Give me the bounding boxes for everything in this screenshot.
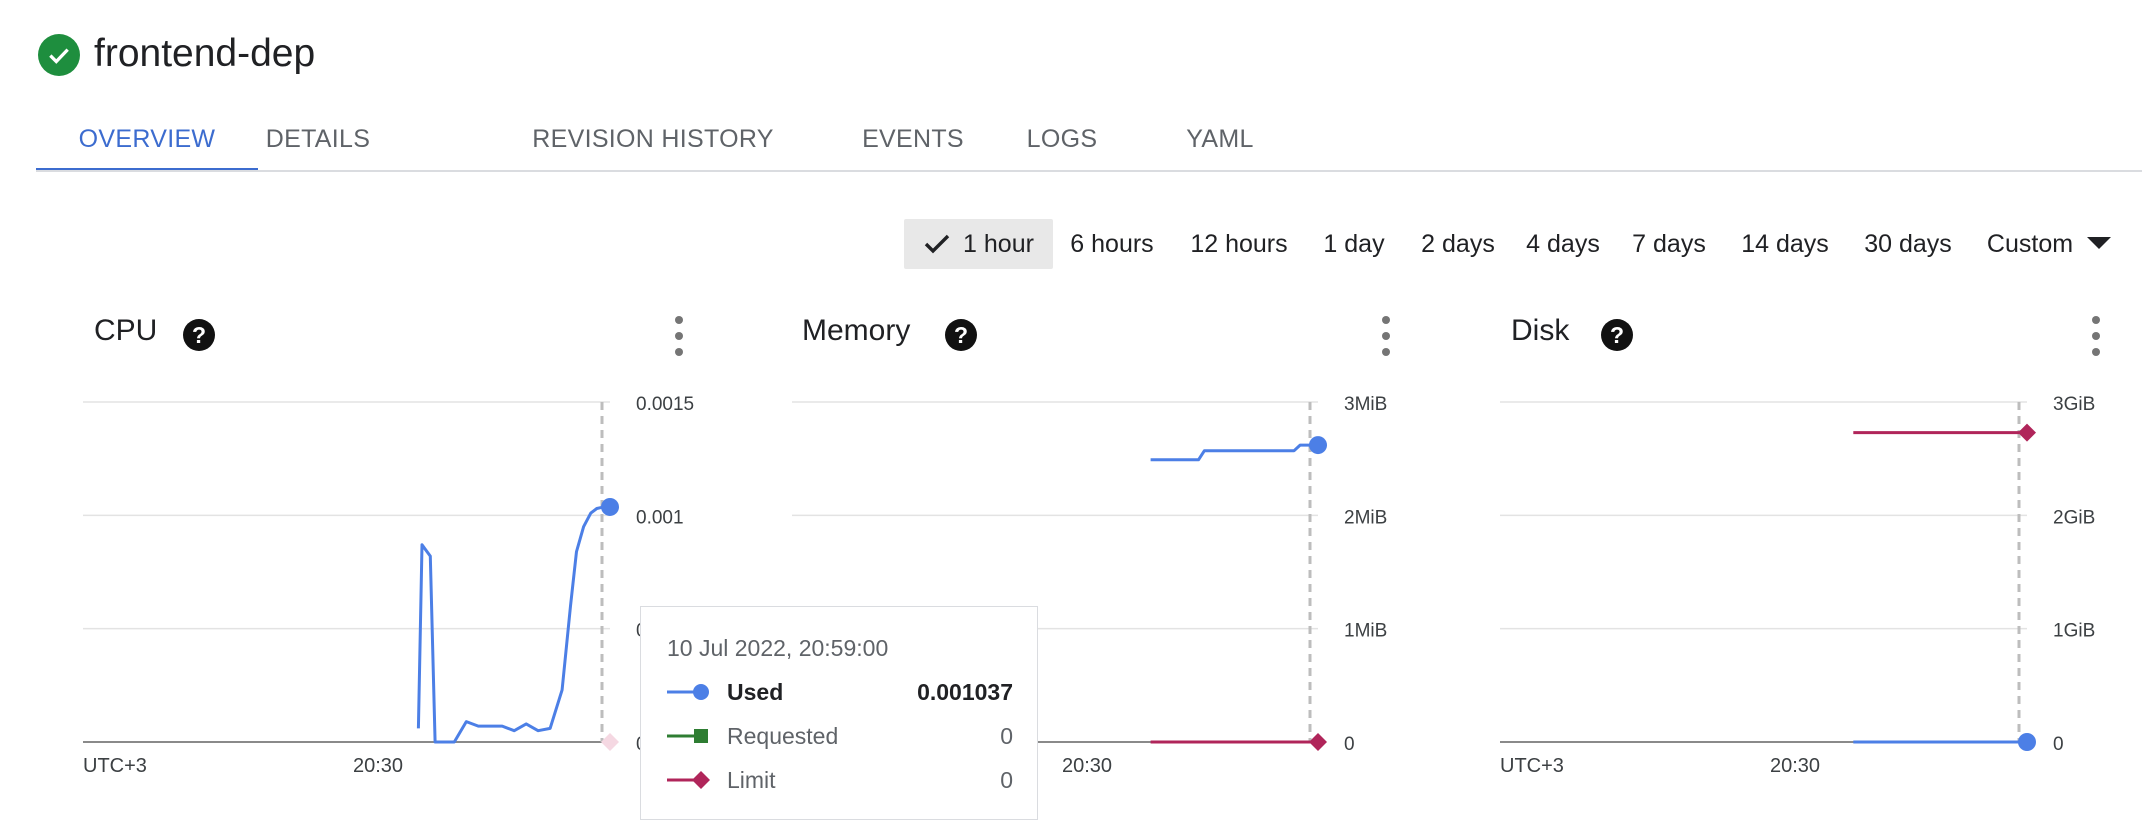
range-label: 1 day <box>1323 229 1385 258</box>
disk-x-tick-label: UTC+3 <box>1500 755 1564 777</box>
tab-logs-label: LOGS <box>1026 124 1098 153</box>
disk-x-tick-label: 20:30 <box>1770 755 1820 777</box>
disk-more-menu-icon[interactable] <box>2086 316 2106 356</box>
disk-y-tick-label: 1GiB <box>2053 621 2095 642</box>
disk-y-tick-label: 0 <box>2053 734 2064 755</box>
cpu-series-used-line <box>416 505 611 744</box>
range-1-day[interactable]: 1 day <box>1312 219 1396 269</box>
tooltip-used-label: Used <box>727 678 784 705</box>
tooltip-limit-label: Limit <box>727 766 776 793</box>
tab-overview[interactable]: OVERVIEW <box>36 108 258 172</box>
cpu-panel-title: CPU <box>94 314 158 347</box>
tab-yaml[interactable]: YAML <box>1154 108 1286 170</box>
cpu-x-tick-label: 20:30 <box>353 755 403 777</box>
disk-series-limit-point <box>2018 423 2036 442</box>
memory-help-icon[interactable]: ? <box>945 319 977 351</box>
range-label: 1 hour <box>963 229 1034 258</box>
memory-more-menu-icon[interactable] <box>1376 316 1396 356</box>
disk-panel-title: Disk <box>1511 314 1570 347</box>
tab-overview-label: OVERVIEW <box>78 124 216 153</box>
tab-revision-history-label: REVISION HISTORY <box>532 124 774 153</box>
range-custom-dropdown[interactable]: Custom <box>1978 219 2120 269</box>
range-1-hour[interactable]: 1 hour <box>904 219 1053 269</box>
disk-y-tick-label: 2GiB <box>2053 507 2095 528</box>
range-4-days[interactable]: 4 days <box>1516 219 1610 269</box>
chart-tooltip: 10 Jul 2022, 20:59:00 Used 0.001037 Requ… <box>640 606 1038 820</box>
disk-y-tick-label: 3GiB <box>2053 394 2095 415</box>
range-label: 14 days <box>1741 229 1829 258</box>
cpu-series-used-point <box>601 497 619 516</box>
memory-y-tick-label: 0 <box>1344 734 1355 755</box>
tab-revision-history[interactable]: REVISION HISTORY <box>470 108 836 170</box>
tab-events[interactable]: EVENTS <box>824 108 1002 170</box>
memory-x-tick-label: 20:30 <box>1062 755 1112 777</box>
memory-panel-title: Memory <box>802 314 911 347</box>
tab-details[interactable]: DETAILS <box>258 108 378 170</box>
tab-logs[interactable]: LOGS <box>996 108 1128 170</box>
tab-bar: OVERVIEW DETAILS REVISION HISTORY EVENTS… <box>36 108 2142 172</box>
tooltip-row-used: Used 0.001037 <box>667 675 1013 709</box>
tooltip-row-limit: Limit 0 <box>667 763 1013 797</box>
memory-y-tick-label: 2MiB <box>1344 507 1387 528</box>
memory-y-tick-label: 3MiB <box>1344 394 1387 415</box>
tab-divider <box>36 170 2142 172</box>
used-legend-icon <box>667 684 709 700</box>
limit-legend-icon <box>667 771 710 789</box>
range-label: Custom <box>1986 229 2074 258</box>
range-label: 7 days <box>1632 229 1706 258</box>
range-30-days[interactable]: 30 days <box>1852 219 1964 269</box>
tooltip-used-value: 0.001037 <box>917 678 1013 705</box>
tab-yaml-label: YAML <box>1186 124 1254 153</box>
tooltip-time: 10 Jul 2022, 20:59:00 <box>667 635 889 661</box>
tooltip-requested-label: Requested <box>727 722 839 749</box>
dropdown-arrow-icon <box>2087 237 2112 249</box>
tooltip-limit-value: 0 <box>1000 766 1013 793</box>
range-label: 4 days <box>1526 229 1600 258</box>
cpu-y-tick-label: 0.0015 <box>636 394 694 415</box>
cpu-y-tick-label: 0.001 <box>636 507 684 528</box>
memory-series-used-line <box>1150 443 1318 462</box>
range-label: 12 hours <box>1190 229 1288 258</box>
tooltip-requested-value: 0 <box>1000 722 1013 749</box>
memory-y-tick-label: 1MiB <box>1344 621 1387 642</box>
cpu-more-menu-icon[interactable] <box>669 316 689 356</box>
checkmark-icon <box>924 234 950 254</box>
range-label: 6 hours <box>1070 229 1154 258</box>
range-7-days[interactable]: 7 days <box>1622 219 1716 269</box>
disk-series-used-point <box>2018 733 2036 751</box>
requested-legend-icon <box>667 729 708 743</box>
cpu-help-icon[interactable]: ? <box>183 319 215 351</box>
disk-help-icon[interactable]: ? <box>1601 319 1633 351</box>
cpu-x-tick-label: UTC+3 <box>83 755 147 777</box>
status-ok-icon <box>38 34 80 76</box>
range-label: 30 days <box>1864 229 1952 258</box>
tooltip-row-requested: Requested 0 <box>667 719 1013 753</box>
range-6-hours[interactable]: 6 hours <box>1060 219 1164 269</box>
tab-events-label: EVENTS <box>862 124 964 153</box>
range-12-hours[interactable]: 12 hours <box>1176 219 1302 269</box>
range-14-days[interactable]: 14 days <box>1728 219 1842 269</box>
range-2-days[interactable]: 2 days <box>1408 219 1508 269</box>
tab-details-label: DETAILS <box>265 124 371 153</box>
cpu-chart: 00.00050.0010.0015UTC+320:3001MiB2MiB3Mi… <box>83 394 2095 777</box>
range-label: 2 days <box>1421 229 1495 258</box>
memory-series-used-point <box>1309 436 1327 455</box>
page-title: frontend-dep <box>94 32 316 75</box>
cpu-series-limit-point <box>601 733 619 751</box>
memory-series-limit-point <box>1309 733 1327 751</box>
